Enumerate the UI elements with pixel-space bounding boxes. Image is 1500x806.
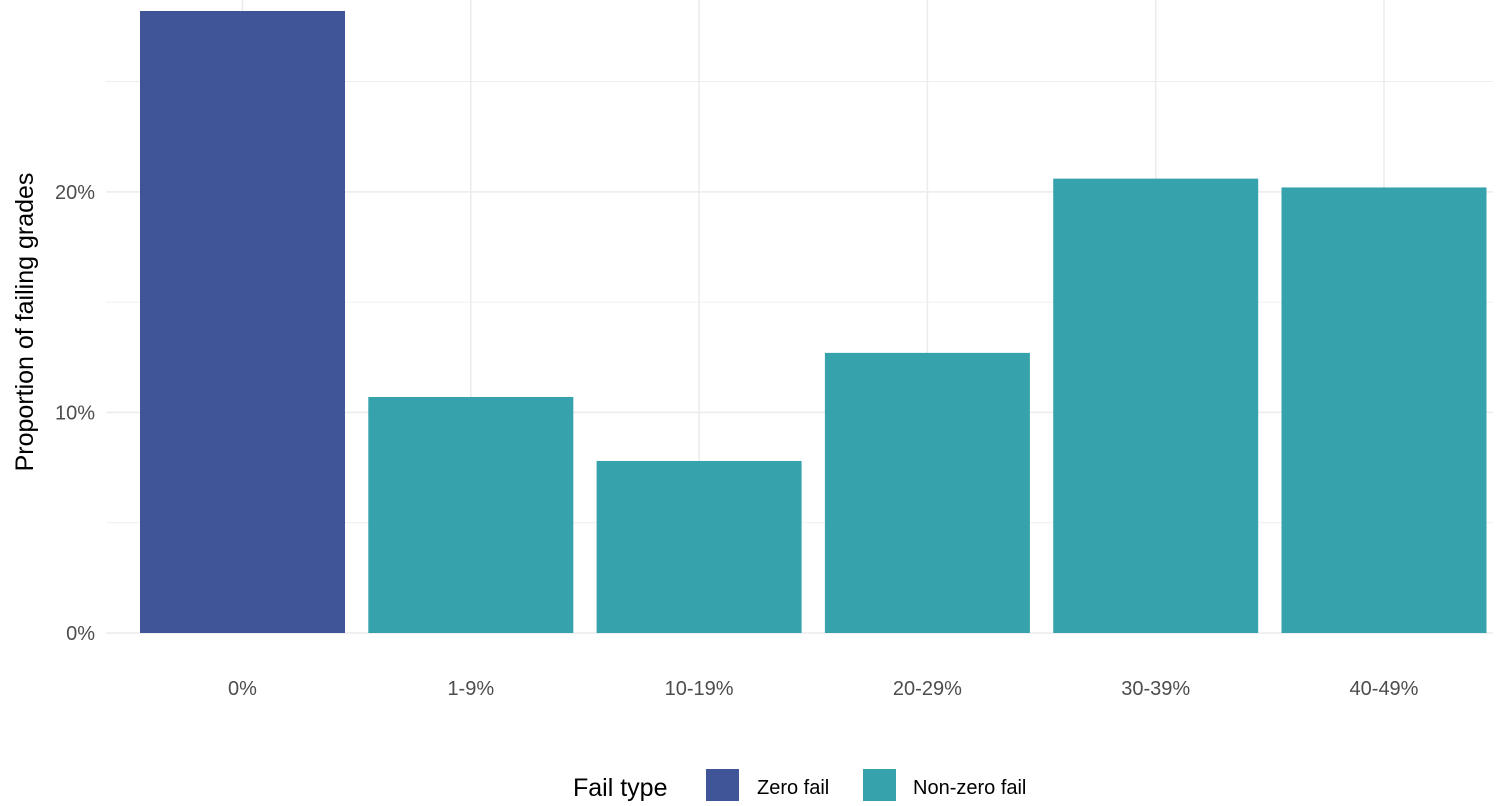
x-tick-label-10-19: 10-19%: [665, 678, 734, 700]
x-tick-label-0: 0%: [228, 678, 257, 700]
bars: [140, 11, 1487, 633]
bar-1-9: [368, 396, 574, 633]
legend-key-non-zero-fail: [863, 769, 896, 801]
x-tick-label-20-29: 20-29%: [893, 678, 962, 700]
legend: Fail type Zero fail Non-zero fail: [573, 769, 1026, 802]
legend-label-zero-fail: Zero fail: [757, 777, 829, 799]
y-tick-label-0: 0%: [66, 623, 95, 645]
bar-40-49: [1281, 187, 1487, 633]
bar-10-19: [596, 460, 802, 633]
bar-0: [140, 11, 345, 633]
bar-20-29: [824, 352, 1030, 633]
x-tick-label-1-9: 1-9%: [447, 678, 494, 700]
x-tick-label-30-39: 30-39%: [1121, 678, 1190, 700]
legend-title: Fail type: [573, 774, 667, 802]
y-axis-title: Proportion of failing grades: [11, 173, 39, 472]
legend-label-non-zero-fail: Non-zero fail: [913, 777, 1026, 799]
y-axis-ticks: 0% 10% 20%: [55, 182, 95, 645]
y-tick-label-10: 10%: [55, 402, 95, 424]
bar-30-39: [1053, 178, 1259, 633]
y-tick-label-20: 20%: [55, 182, 95, 204]
legend-key-zero-fail: [706, 769, 739, 801]
x-tick-label-40-49: 40-49%: [1350, 678, 1419, 700]
x-axis-ticks: 0% 1-9% 10-19% 20-29% 30-39% 40-49%: [228, 678, 1419, 700]
